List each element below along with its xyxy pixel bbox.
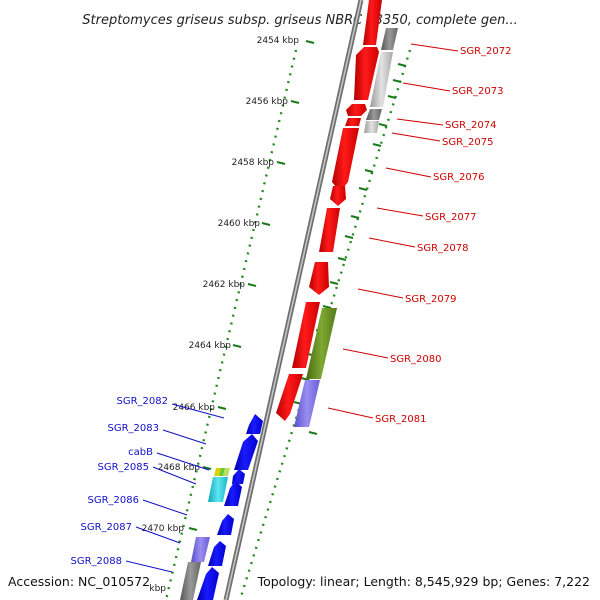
gene-label-sgr-2078[interactable]: SGR_2078 [417,243,469,254]
tick-mark [232,344,242,348]
gene-arrow-sgr-2082[interactable] [246,414,263,434]
tick-mark [276,161,286,165]
genome-axis [223,0,364,600]
tick-mark [217,406,227,410]
gene-arrow-sgr-2085[interactable] [224,480,242,506]
gene-label-sgr-2075[interactable]: SGR_2075 [442,137,494,148]
gene-label-sgr-2081[interactable]: SGR_2081 [375,414,427,425]
gene-arrow-sgr-2077[interactable] [330,186,346,206]
feature-block-light[interactable] [370,52,393,107]
tick-label: 2456 kbp [246,97,289,107]
gene-label-sgr-2082[interactable]: SGR_2082 [117,396,169,407]
gene-label-sgr-2074[interactable]: SGR_2074 [445,120,497,131]
gene-arrow-sgr-2078[interactable] [319,208,340,252]
forward-gene-labels: SGR_2072 SGR_2073 SGR_2074 SGR_2075 SGR_… [327,43,512,425]
tick-label: 2454 kbp [257,36,300,46]
gene-label-sgr-2077[interactable]: SGR_2077 [425,212,477,223]
feature-block-cyan[interactable] [208,477,228,502]
tick-label: 2468 kbp [158,463,201,473]
tick-marks: 2454 kbp 2456 kbp 2458 kbp 2460 kbp 2462… [142,36,315,594]
feature-block-yellow[interactable] [214,468,221,476]
gene-label-cabb[interactable]: cabB [128,447,153,458]
left-feature-track [180,468,230,600]
reverse-strand-genes [197,414,263,600]
feature-block-light[interactable] [364,121,379,133]
tick-label: kbp [149,584,166,594]
tick-label: 2460 kbp [218,219,261,229]
feature-block-pseudo[interactable] [294,380,320,427]
tick-label: 2470 kbp [142,524,185,534]
tick-label: 2464 kbp [189,341,232,351]
gene-label-sgr-2085[interactable]: SGR_2085 [98,462,150,473]
gene-label-sgr-2072[interactable]: SGR_2072 [460,46,512,57]
tick-label: 2466 kbp [173,403,216,413]
forward-strand-genes [276,0,382,421]
gene-arrow-sgr-2081[interactable] [276,374,303,421]
gene-arrow-sgr-2087[interactable] [208,541,226,566]
gene-label-sgr-2087[interactable]: SGR_2087 [81,522,133,533]
tick-mark [261,222,271,226]
tick-mark [305,40,315,44]
gene-arrow-sgr-2074[interactable] [346,104,367,116]
gene-arrow-sgr-2080[interactable] [292,302,320,368]
gene-arrow-sgr-2079[interactable] [309,262,329,295]
feature-block-dark[interactable] [366,109,382,120]
tick-label: 2458 kbp [232,158,275,168]
feature-track [294,28,398,427]
feature-block-pseudo[interactable] [191,537,210,562]
gene-label-sgr-2076[interactable]: SGR_2076 [433,172,485,183]
feature-block-lime[interactable] [223,468,230,476]
gene-label-sgr-2080[interactable]: SGR_2080 [390,354,442,365]
gene-arrow-sgr-2072[interactable] [363,0,382,45]
tick-mark [202,466,212,470]
genome-summary-text: Topology: linear; Length: 8,545,929 bp; … [257,574,590,589]
tick-mark [290,100,300,104]
feature-block-rna[interactable] [306,308,337,379]
map-title: Streptomyces griseus subsp. griseus NBRC… [82,13,517,28]
gene-arrow-sgr-2072b[interactable] [354,47,379,100]
gene-arrow-sgr-2083[interactable] [234,434,258,470]
tick-mark [188,527,198,531]
gene-label-sgr-2083[interactable]: SGR_2083 [108,423,160,434]
gene-arrow-sgr-2075[interactable] [345,118,361,126]
accession-text: Accession: NC_010572 [8,574,150,589]
reverse-gene-labels: SGR_2082 SGR_2083 cabB SGR_2085 SGR_2086… [71,396,225,573]
gene-label-sgr-2073[interactable]: SGR_2073 [452,86,504,97]
gene-label-sgr-2088[interactable]: SGR_2088 [71,556,123,567]
gene-arrow-sgr-2076[interactable] [332,128,359,192]
gene-label-sgr-2086[interactable]: SGR_2086 [88,495,140,506]
gene-arrow-cabb[interactable] [232,469,245,484]
tick-label: 2462 kbp [203,280,246,290]
gene-arrow-sgr-2088[interactable] [197,567,219,600]
gene-arrow-sgr-2086[interactable] [217,514,234,535]
feature-block-dark[interactable] [381,28,398,50]
gene-label-sgr-2079[interactable]: SGR_2079 [405,294,457,305]
feature-block-dark[interactable] [180,562,201,600]
tick-mark [247,283,257,287]
